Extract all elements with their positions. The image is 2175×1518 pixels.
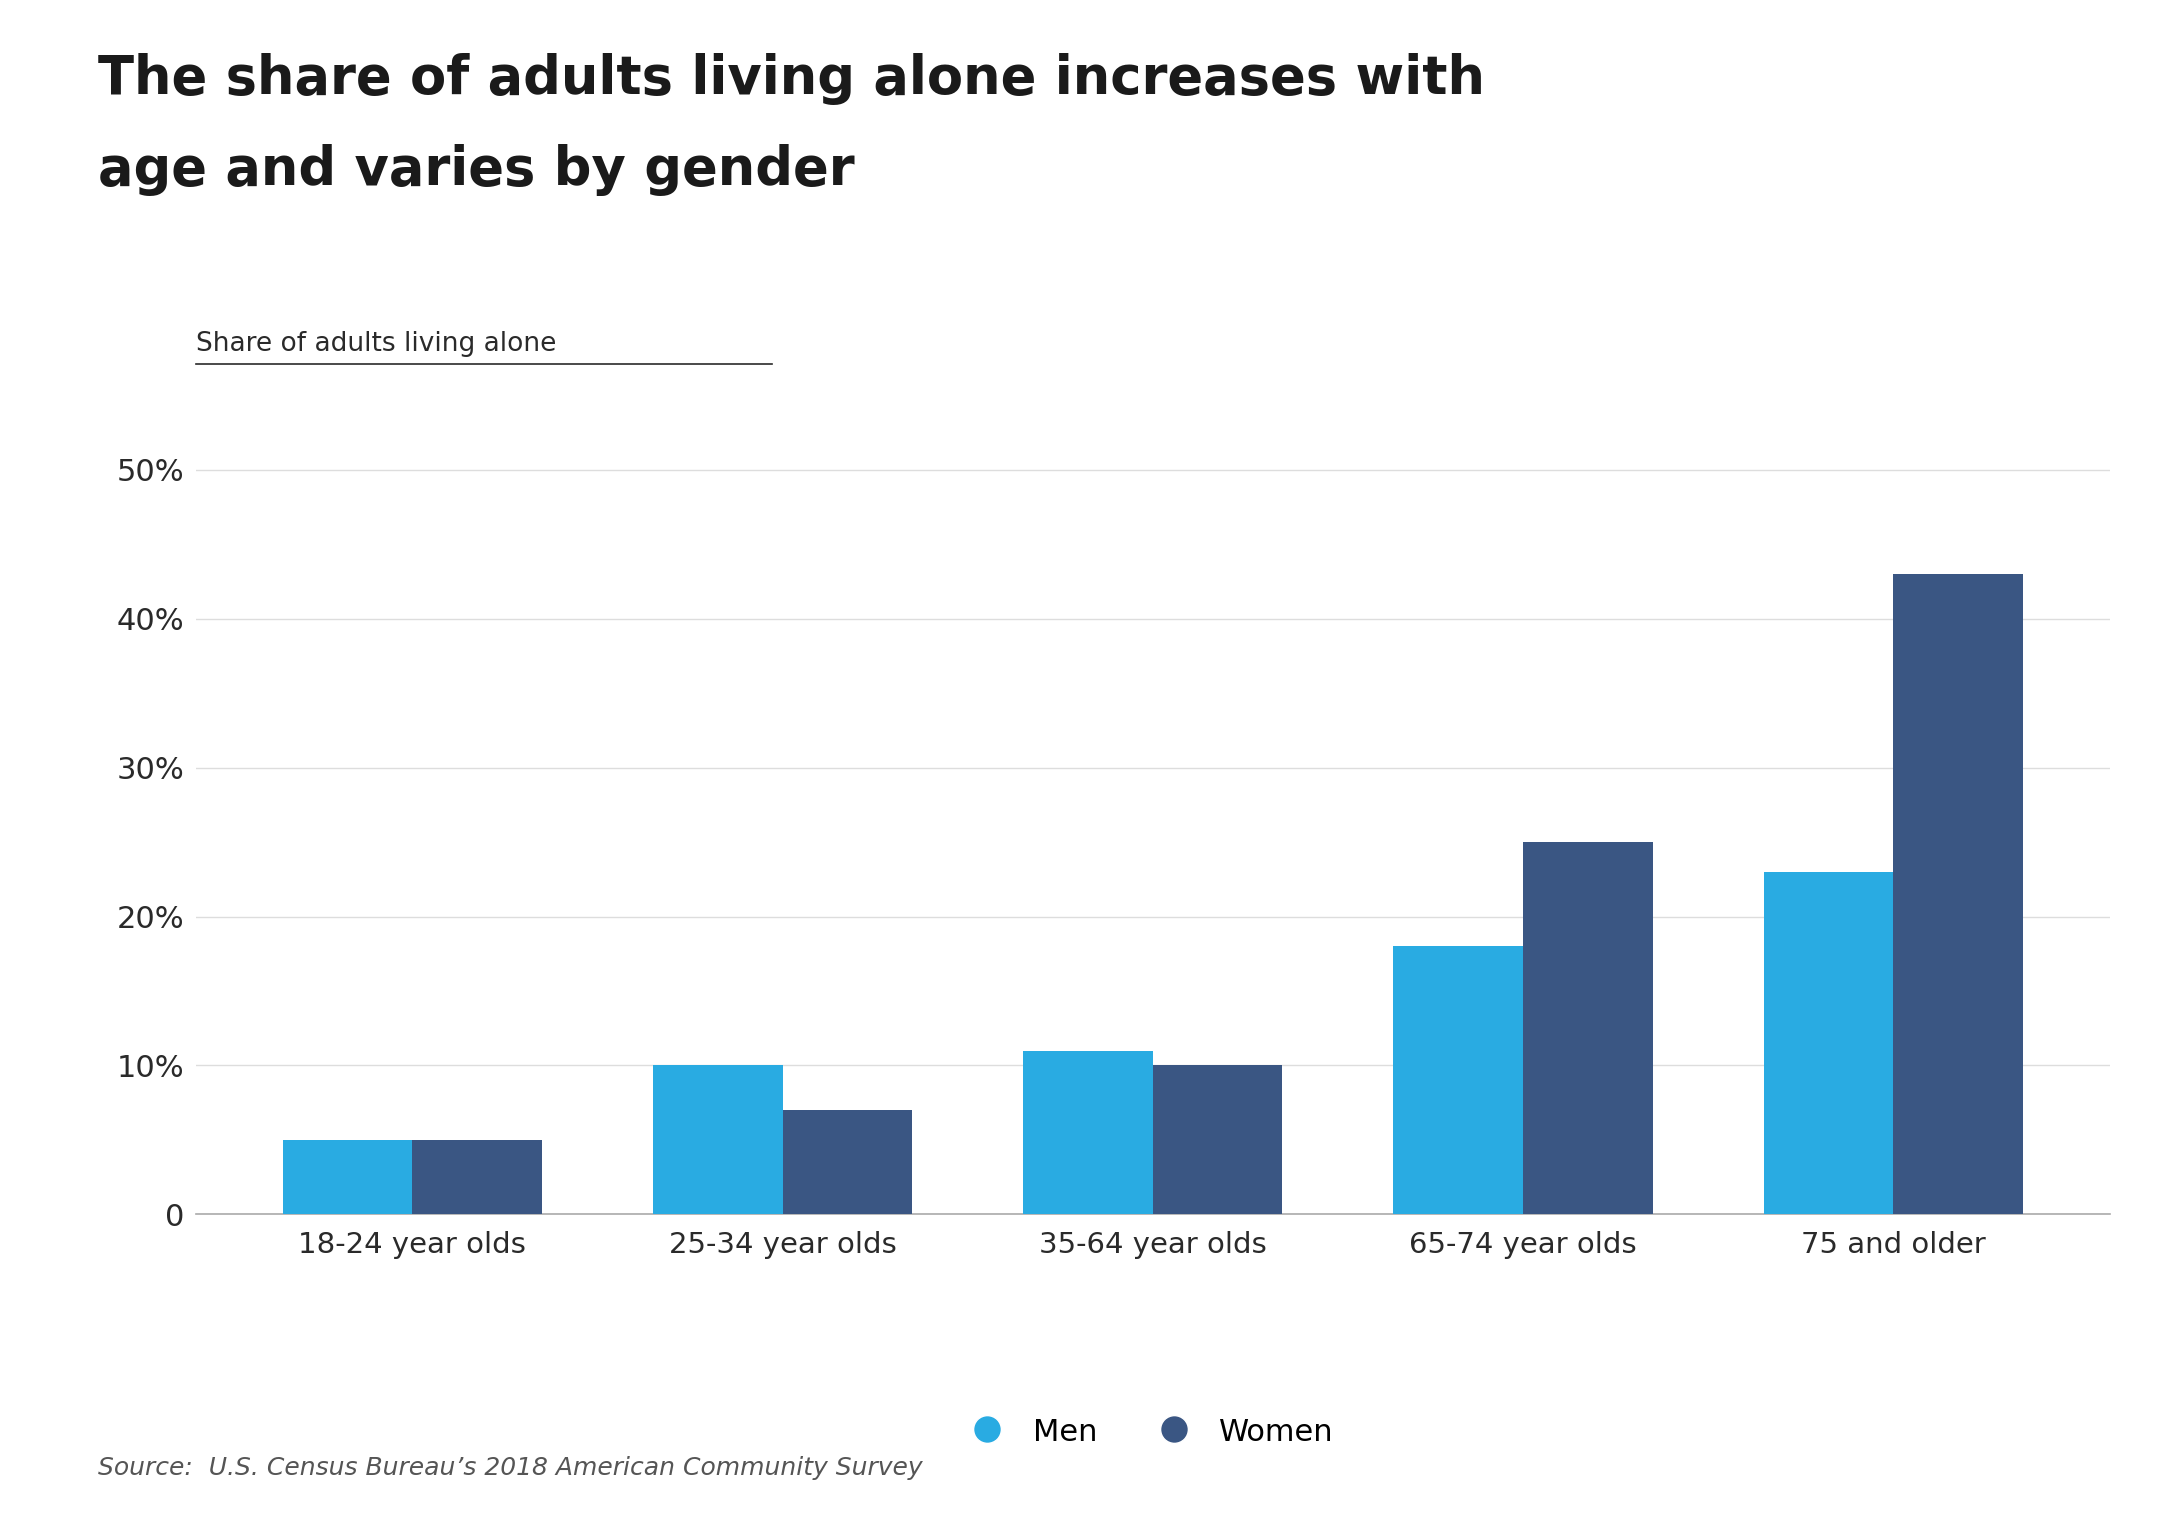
Bar: [652, 1066, 783, 1214]
Text: Share of adults living alone: Share of adults living alone: [196, 331, 557, 357]
Bar: [1764, 871, 1892, 1214]
Text: Source:  U.S. Census Bureau’s 2018 American Community Survey: Source: U.S. Census Bureau’s 2018 Americ…: [98, 1456, 922, 1480]
Bar: [413, 1140, 542, 1214]
Text: The share of adults living alone increases with: The share of adults living alone increas…: [98, 53, 1486, 105]
Text: age and varies by gender: age and varies by gender: [98, 144, 855, 196]
Bar: [1522, 842, 1653, 1214]
Bar: [1153, 1066, 1283, 1214]
Bar: [1394, 946, 1522, 1214]
Bar: [1022, 1050, 1153, 1214]
Bar: [783, 1110, 911, 1214]
Bar: [283, 1140, 413, 1214]
Bar: [1892, 574, 2023, 1214]
Legend: Men, Women: Men, Women: [959, 1406, 1346, 1460]
